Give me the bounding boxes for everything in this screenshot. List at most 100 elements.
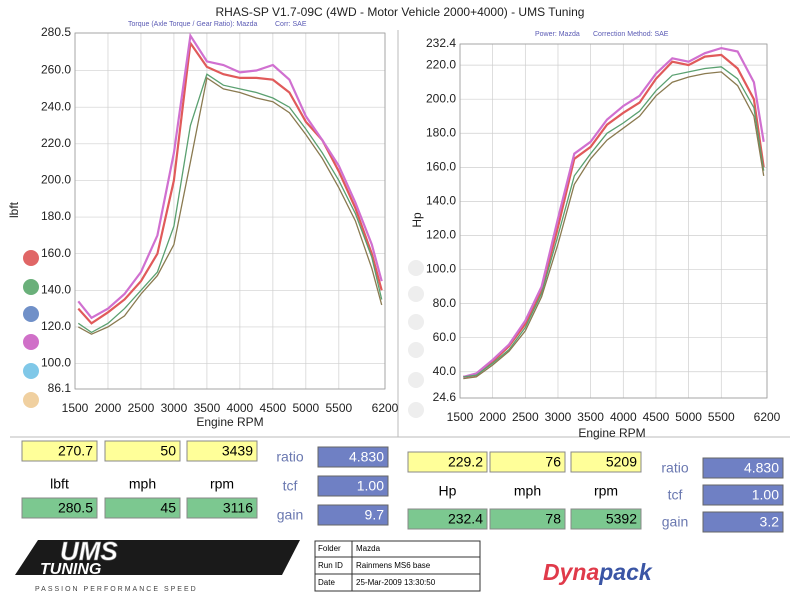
legend-marker (23, 306, 39, 322)
readout-box (186, 497, 258, 519)
x-tick-label: 4000 (227, 401, 254, 415)
subtitle: Torque (Axle Torque / Gear Ratio): Mazda (128, 21, 258, 28)
readout-box (570, 508, 642, 530)
info-table (314, 540, 481, 592)
readout-value: 76 (545, 454, 561, 470)
legend-marker (408, 286, 424, 302)
title: RHAS-SP V1.7-09C (4WD - Motor Vehicle 20… (216, 5, 585, 19)
y-tick-label: 180.0 (41, 209, 71, 223)
info-key: Date (318, 578, 335, 587)
readout-box (21, 497, 98, 519)
y-axis-label: Hp (410, 212, 424, 228)
legend-marker (23, 279, 39, 295)
series-line (463, 46, 765, 378)
y-tick-label: 140.0 (426, 194, 456, 208)
readout-label: Hp (439, 483, 457, 499)
y-tick-label: 120.0 (41, 319, 71, 333)
subtitle: Correction Method: SAE (593, 31, 669, 38)
x-tick-label: 6200 (754, 410, 781, 424)
info-value: Rainmens MS6 base (356, 561, 431, 570)
x-tick-label: 2500 (512, 410, 539, 424)
readout-box (104, 497, 181, 519)
legend-marker (408, 314, 424, 330)
readout-box (407, 508, 488, 530)
factor-box (317, 504, 389, 526)
legend-marker (408, 342, 424, 358)
x-tick-label: 5000 (292, 401, 319, 415)
brand: Dynapack (543, 559, 653, 585)
y-tick-label: 140.0 (41, 282, 71, 296)
y-tick-label: 220.0 (426, 57, 456, 71)
x-tick-label: 3000 (161, 401, 188, 415)
y-tick-label: 220.0 (41, 136, 71, 150)
readout-value: 229.2 (448, 454, 483, 470)
readout-label: rpm (594, 483, 618, 499)
x-tick-label: 3500 (194, 401, 221, 415)
subtitle: Power: Mazda (535, 31, 580, 38)
series-line (463, 66, 765, 378)
y-axis-label: lbft (7, 201, 21, 218)
tagline: PASSION PERFORMANCE SPEED (35, 586, 198, 593)
x-tick-label: 2500 (128, 401, 155, 415)
x-tick-label: 1500 (447, 410, 474, 424)
readout-box (489, 451, 566, 473)
readout-value: 270.7 (58, 443, 93, 459)
y-tick-label: 160.0 (41, 246, 71, 260)
info-value: 25-Mar-2009 13:30:50 (356, 578, 436, 587)
readout-value: 5209 (606, 454, 637, 470)
readout-value: 5392 (606, 511, 637, 527)
x-tick-label: 4000 (610, 410, 637, 424)
info-key: Run ID (318, 561, 343, 570)
x-tick-label: 3000 (545, 410, 572, 424)
plot-frame (459, 43, 768, 399)
factor-box (702, 484, 784, 506)
logo-plate (15, 540, 300, 575)
readout-value: 45 (160, 500, 176, 516)
brand-part: pack (598, 559, 653, 585)
readout-value: 78 (545, 511, 561, 527)
plot-frame (74, 32, 386, 390)
readout-value: 232.4 (448, 511, 483, 527)
factor-label: tcf (283, 478, 298, 494)
series-line (463, 53, 765, 378)
y-tick-label: 80.0 (433, 296, 457, 310)
factor-box (317, 475, 389, 497)
factor-value: 3.2 (760, 514, 780, 530)
factor-box (317, 446, 389, 468)
legend-marker (408, 260, 424, 276)
readout-box (570, 451, 642, 473)
factor-value: 1.00 (357, 478, 384, 494)
x-tick-label: 6200 (372, 401, 399, 415)
y-tick-label: 280.5 (41, 25, 71, 39)
logo-sub: TUNING (40, 561, 101, 578)
factor-label: gain (662, 514, 688, 530)
series-line (77, 76, 383, 335)
factor-label: gain (277, 507, 303, 523)
legend-marker (23, 363, 39, 379)
brand-part: Dyna (543, 559, 599, 585)
readout-value: 3439 (222, 443, 253, 459)
y-tick-label: 200.0 (41, 173, 71, 187)
y-tick-label: 200.0 (426, 91, 456, 105)
footer: UMS TUNING PASSION PERFORMANCE SPEED Fol… (15, 536, 653, 593)
y-tick-label: 240.0 (41, 99, 71, 113)
factor-value: 4.830 (744, 460, 779, 476)
info-key: Folder (318, 544, 341, 553)
y-tick-label: 260.0 (41, 63, 71, 77)
readout-label: rpm (210, 476, 234, 492)
y-tick-label: 60.0 (433, 330, 457, 344)
x-tick-label: 3500 (577, 410, 604, 424)
series-line (77, 73, 383, 334)
factor-box (702, 511, 784, 533)
x-tick-label: 5500 (325, 401, 352, 415)
readout-label: mph (514, 483, 541, 499)
x-tick-label: 1500 (62, 401, 89, 415)
factor-label: tcf (668, 487, 683, 503)
readout-box (21, 440, 98, 462)
readout-label: mph (129, 476, 156, 492)
x-tick-label: 4500 (260, 401, 287, 415)
y-tick-label: 40.0 (433, 364, 457, 378)
y-tick-label: 86.1 (48, 381, 72, 395)
readout-value: 50 (160, 443, 176, 459)
